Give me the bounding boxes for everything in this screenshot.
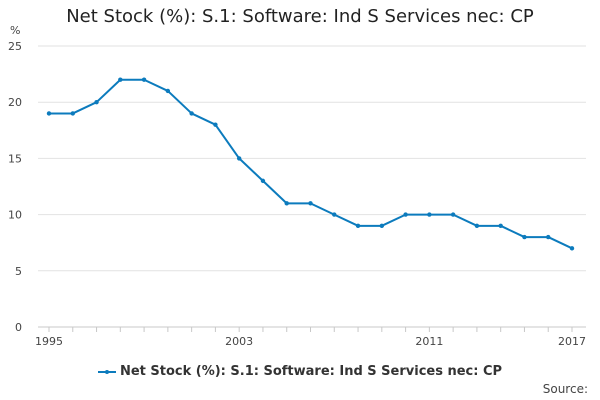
legend-label: Net Stock (%): S.1: Software: Ind S Serv… — [119, 364, 503, 379]
y-tick-label: 20 — [8, 96, 22, 109]
data-point[interactable] — [474, 223, 480, 229]
data-point[interactable] — [118, 77, 123, 82]
series-layer — [46, 77, 575, 251]
data-point[interactable] — [189, 111, 194, 116]
y-tick-label: 15 — [8, 152, 22, 165]
y-tick-label: 10 — [8, 209, 22, 222]
x-tick-label: 1995 — [35, 335, 63, 348]
data-point[interactable] — [94, 100, 99, 105]
legend-swatch — [97, 368, 116, 376]
series-line — [49, 78, 573, 250]
data-point[interactable] — [522, 234, 527, 240]
data-point[interactable] — [498, 223, 503, 229]
y-tick-label: 25 — [8, 40, 22, 53]
data-point[interactable] — [260, 178, 266, 184]
x-tick-label: 2003 — [225, 335, 253, 348]
data-point[interactable] — [427, 212, 432, 217]
data-point[interactable] — [569, 246, 575, 251]
data-point[interactable] — [165, 88, 171, 94]
axes: 0 5 10 15 20 25% 1995 2003 2011 2017 — [8, 24, 586, 348]
data-point[interactable] — [70, 111, 75, 116]
data-point[interactable] — [236, 156, 242, 161]
data-point[interactable] — [284, 201, 289, 206]
data-point[interactable] — [141, 77, 147, 82]
source-label: Source: — [542, 382, 588, 396]
data-point[interactable] — [308, 201, 313, 206]
data-point[interactable] — [213, 122, 218, 127]
legend[interactable]: Net Stock (%): S.1: Software: Ind S Serv… — [0, 364, 600, 379]
data-point[interactable] — [546, 234, 551, 240]
data-point[interactable] — [403, 212, 408, 217]
data-point[interactable] — [332, 212, 337, 217]
data-point[interactable] — [450, 212, 456, 217]
data-point[interactable] — [379, 223, 385, 229]
gridlines — [38, 45, 586, 328]
y-axis-label: % — [10, 24, 20, 37]
chart-title: Net Stock (%): S.1: Software: Ind S Serv… — [66, 6, 534, 27]
data-point[interactable] — [46, 111, 52, 116]
y-tick-label: 5 — [15, 265, 22, 278]
y-tick-label: 0 — [15, 321, 22, 334]
x-tick-label: 2011 — [415, 335, 443, 348]
data-point[interactable] — [355, 223, 361, 229]
x-tick-label: 2017 — [558, 335, 586, 348]
